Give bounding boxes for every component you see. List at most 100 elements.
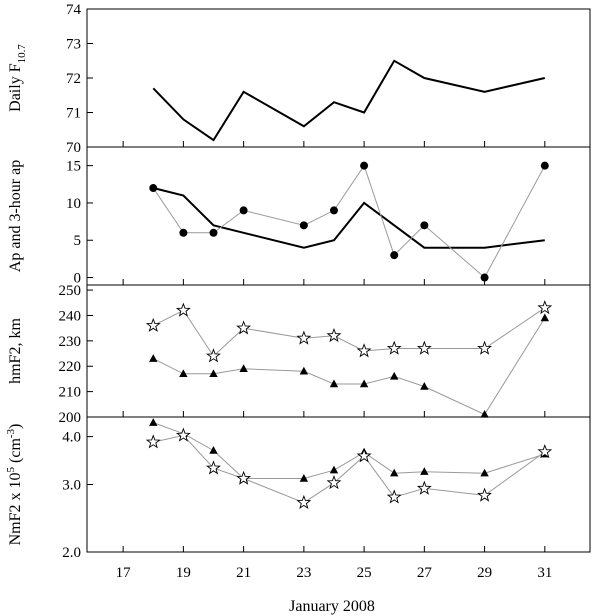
y-axis-label-part: Ap and 3-hour ap <box>7 160 24 272</box>
data-point-circle <box>299 221 308 230</box>
data-point-star <box>296 330 312 345</box>
panel-frame <box>86 284 591 418</box>
data-point-triangle <box>329 379 339 388</box>
panel-4: 2.0 3.0 4.0 NmF2 x 105 (cm-3) <box>5 416 591 561</box>
data-point-circle <box>360 161 369 170</box>
x-axis-label: January 2008 <box>289 598 375 615</box>
data-point-triangle <box>420 382 429 390</box>
data-point-triangle <box>390 371 399 380</box>
series-line-1 <box>153 187 545 249</box>
data-point-triangle <box>390 468 399 477</box>
x-tick-label: 19 <box>176 565 191 581</box>
y-axis-label: NmF2 x 105 (cm-3) <box>5 424 24 546</box>
data-point-star <box>175 302 191 317</box>
data-point-circle <box>209 228 218 237</box>
data-point-triangle <box>480 409 489 418</box>
data-point-star <box>326 475 342 490</box>
data-point-star <box>145 434 161 449</box>
y-tick-label: 5 <box>74 233 82 249</box>
y-tick-label: 10 <box>66 196 81 212</box>
data-point-star <box>537 444 553 459</box>
y-tick-label: 240 <box>59 308 82 324</box>
panel-frame <box>86 416 591 553</box>
series-line-1 <box>152 59 546 142</box>
data-point-star <box>416 480 432 495</box>
data-point-triangle <box>149 354 158 362</box>
data-point-star <box>175 427 191 442</box>
data-point-triangle <box>209 445 218 454</box>
data-point-triangle <box>540 313 550 322</box>
data-point-circle <box>149 184 158 193</box>
data-point-triangle <box>239 364 248 372</box>
data-point-star <box>356 343 372 358</box>
y-axis-label-part: ) <box>7 424 24 429</box>
y-tick-label: 70 <box>66 140 81 156</box>
data-point-triangle <box>359 379 369 388</box>
y-axis-label-part: hmF2, km <box>7 318 24 384</box>
x-tick-label: 17 <box>116 565 132 581</box>
data-point-triangle <box>329 465 339 474</box>
y-tick-label: 74 <box>66 2 82 18</box>
panel-frame <box>86 8 591 148</box>
y-axis-label: hmF2, km <box>7 318 24 384</box>
y-axis-label-part: NmF2 x 10 <box>7 472 24 545</box>
y-axis-label-part: (cm <box>7 438 24 467</box>
y-tick-label: 4.0 <box>62 430 81 446</box>
data-point-star <box>537 300 553 315</box>
data-point-star <box>477 340 492 355</box>
y-axis-label-part: Daily F <box>7 63 24 112</box>
y-tick-label: 200 <box>59 410 82 426</box>
data-point-star <box>326 327 342 343</box>
y-tick-label: 210 <box>59 385 82 401</box>
data-point-star <box>206 348 221 363</box>
x-tick-label: 29 <box>477 565 492 581</box>
series-line-2 <box>153 317 546 416</box>
x-tick-label: 21 <box>236 565 251 581</box>
y-axis-label-part: 10.7 <box>16 44 28 64</box>
data-point-star <box>236 320 252 335</box>
data-point-triangle <box>209 369 218 378</box>
x-tick-label: 27 <box>417 565 433 581</box>
data-point-triangle <box>149 418 158 426</box>
data-point-circle <box>390 251 399 260</box>
data-point-star <box>386 489 402 504</box>
data-point-triangle <box>420 467 429 475</box>
y-tick-label: 230 <box>59 334 82 350</box>
data-point-circle <box>179 228 188 237</box>
y-tick-label: 15 <box>66 159 81 175</box>
panel-1: 70 71 72 73 74 Daily F10.7 <box>7 2 591 156</box>
x-tick-label: 23 <box>296 565 311 581</box>
y-tick-label: 71 <box>66 106 81 122</box>
y-axis-label: Daily F10.7 <box>7 44 28 112</box>
data-point-circle <box>540 161 549 170</box>
y-tick-label: 0 <box>74 271 82 287</box>
data-point-star <box>236 470 252 485</box>
data-point-triangle <box>299 366 309 375</box>
y-tick-label: 2.0 <box>62 545 81 561</box>
data-point-star <box>145 317 161 332</box>
panel-2: 0 5 10 15 Ap and 3-hour ap <box>7 146 591 287</box>
data-point-circle <box>480 273 489 282</box>
y-axis-label: Ap and 3-hour ap <box>7 160 24 272</box>
y-tick-label: 73 <box>66 37 81 53</box>
y-tick-label: 220 <box>59 359 82 375</box>
x-tick-label: 25 <box>357 565 372 581</box>
y-tick-label: 3.0 <box>62 478 81 494</box>
data-point-circle <box>329 206 338 215</box>
y-axis-label-part: 5 <box>5 466 17 472</box>
data-point-star <box>386 340 402 355</box>
data-point-star <box>416 340 432 355</box>
y-axis-label-part: -3 <box>5 428 17 438</box>
data-point-circle <box>239 206 248 215</box>
panel-frame <box>86 146 591 286</box>
data-point-star <box>206 460 221 475</box>
data-point-triangle <box>179 369 188 378</box>
y-tick-label: 250 <box>59 283 82 299</box>
data-point-circle <box>420 221 429 230</box>
data-point-triangle <box>299 474 309 482</box>
y-tick-label: 72 <box>66 71 81 87</box>
data-point-star <box>356 448 372 463</box>
data-point-triangle <box>480 468 489 477</box>
panel-3: 200 210 220 230 240 250 hmF2, km <box>7 283 591 426</box>
